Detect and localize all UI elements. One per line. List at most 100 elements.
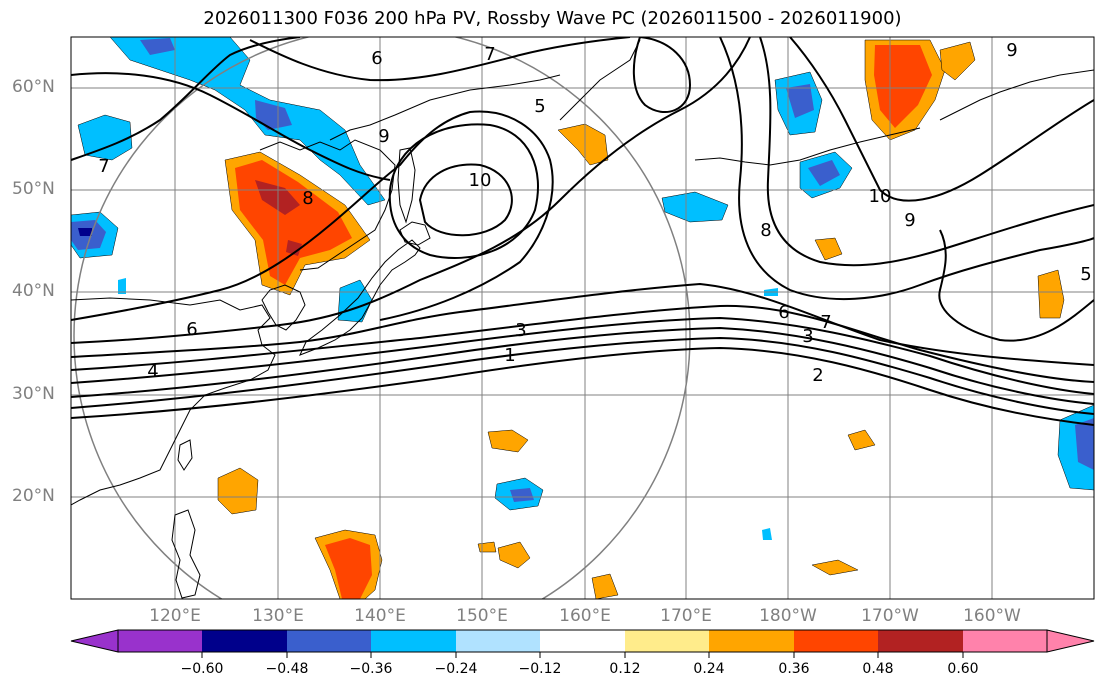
lon-label: 140°E	[354, 606, 406, 626]
coastline-aleutians	[694, 127, 921, 166]
pv-anomaly-shading	[71, 37, 1094, 599]
coastline-taiwan	[177, 439, 193, 471]
contour-label: 9	[904, 210, 915, 231]
pv-contour-line	[418, 163, 513, 237]
colorbar-label: 0.12	[609, 661, 641, 677]
positive-anomaly-patch	[217, 467, 259, 515]
colorbar-segment	[202, 630, 287, 652]
colorbar-label: 0.24	[693, 661, 725, 677]
pv-contour-line	[71, 37, 301, 161]
colorbar-extend-low	[70, 629, 119, 653]
lon-label: 170°E	[660, 606, 712, 626]
pv-contour-line	[71, 110, 554, 321]
colorbar-segment	[963, 630, 1047, 652]
negative-anomaly-patch	[78, 228, 92, 236]
pv-contour-line	[71, 326, 1094, 405]
contour-label: 8	[760, 220, 771, 241]
negative-anomaly-patch	[510, 488, 534, 502]
contour-label: 6	[778, 302, 789, 323]
colorbar-label: 0.48	[862, 661, 894, 677]
lat-label: 40°N	[12, 281, 55, 301]
positive-anomaly-patch	[811, 559, 859, 576]
pv-contour-line	[249, 37, 631, 82]
lon-label: 170°W	[861, 606, 919, 626]
contour-label: 9	[378, 126, 389, 147]
pv-contour-line	[71, 282, 1094, 366]
lon-label: 160°E	[559, 606, 611, 626]
contour-label: 6	[186, 319, 197, 340]
colorbar-label: −0.12	[518, 661, 562, 677]
colorbar-segment	[456, 630, 540, 652]
negative-anomaly-patch	[661, 191, 729, 223]
colorbar-segment	[118, 630, 202, 652]
lat-label: 20°N	[12, 486, 55, 506]
coastline-siberia	[329, 74, 561, 141]
negative-anomaly-patch	[762, 528, 772, 540]
contour-label: 5	[534, 96, 545, 117]
colorbar-segment	[878, 630, 963, 652]
pv-contour-line	[388, 123, 539, 259]
pv-contour-line	[71, 316, 1094, 395]
negative-anomaly-patch	[118, 278, 126, 294]
contour-label: 7	[820, 312, 831, 333]
positive-anomaly-patch	[814, 237, 843, 261]
contour-label: 9	[1006, 40, 1017, 61]
contour-label: 7	[98, 156, 109, 177]
graticule	[71, 37, 1094, 599]
negative-anomaly-patch	[1075, 418, 1094, 470]
map-title: 2026011300 F036 200 hPa PV, Rossby Wave …	[203, 8, 902, 29]
pv-contour-line	[71, 37, 751, 344]
lon-label: 120°E	[149, 606, 201, 626]
negative-anomaly-patch	[786, 84, 814, 118]
negative-anomaly-patch	[255, 100, 292, 130]
contour-label: 3	[515, 320, 526, 341]
contour-label: 2	[812, 365, 823, 386]
lon-label: 160°W	[963, 606, 1021, 626]
contour-label: 3	[802, 326, 813, 347]
coastline-asia	[71, 297, 276, 506]
contour-label: 6	[371, 48, 382, 69]
colorbar-label: 0.60	[947, 661, 979, 677]
colorbar-segment	[287, 630, 371, 652]
positive-anomaly-patch	[1037, 269, 1065, 319]
pv-contour-line	[632, 37, 692, 114]
colorbar-segment	[709, 630, 794, 652]
colorbar-frame	[117, 629, 1048, 653]
coastline-alaska	[939, 69, 1094, 121]
pv-contour-line	[71, 72, 391, 181]
pv-contour-line	[71, 336, 1094, 415]
positive-anomaly-patch	[591, 573, 619, 599]
positive-anomaly-patch	[286, 240, 302, 256]
colorbar-label: −0.48	[265, 661, 309, 677]
positive-anomaly-patch	[874, 45, 932, 128]
coastline-korea	[261, 284, 306, 331]
negative-anomaly-patch	[140, 38, 175, 55]
positive-anomaly-patch	[477, 541, 497, 553]
pv-contour-line	[719, 37, 1094, 301]
coastline-kamchatka	[559, 39, 641, 121]
positive-anomaly-patch	[325, 538, 372, 599]
colorbar-label: 0.36	[778, 661, 810, 677]
colorbar-extend-high	[1046, 629, 1095, 653]
lat-label: 50°N	[12, 179, 55, 199]
contour-label: 10	[469, 170, 492, 191]
negative-anomaly-patch	[808, 160, 840, 186]
colorbar-label: −0.60	[180, 661, 224, 677]
pv-contour-line	[759, 37, 1094, 267]
contour-label-group: 1 2 3 3 4 5 5 6 6 6 7 7 7 8 8 9 9 9 10 1…	[98, 40, 1091, 386]
lat-label: 30°N	[12, 384, 55, 404]
contour-label: 8	[302, 188, 313, 209]
colorbar	[70, 629, 1095, 658]
map-frame	[70, 36, 1095, 600]
colorbar-segment	[625, 630, 709, 652]
coastline-philippines	[171, 509, 201, 599]
pv-contour-line	[789, 37, 1094, 202]
pv-contour-line	[938, 229, 1094, 342]
colorbar-label: −0.24	[434, 661, 478, 677]
contour-label: 4	[147, 361, 158, 382]
pv-contours	[71, 37, 1094, 426]
map-plot-area: 1 2 3 3 4 5 5 6 6 6 7 7 7 8 8 9 9 9 10 1…	[71, 37, 1094, 599]
colorbar-label: −0.36	[349, 661, 393, 677]
coastline-hokkaido	[399, 221, 431, 246]
